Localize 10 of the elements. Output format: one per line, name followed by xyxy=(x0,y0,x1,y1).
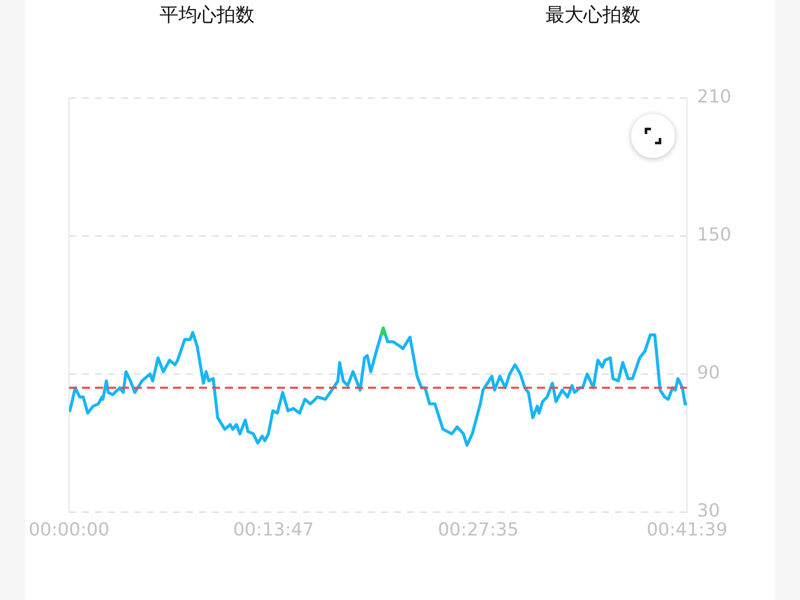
text: 平均心拍数 xyxy=(160,3,254,28)
y-tick-label: 30 xyxy=(697,500,720,522)
x-tick-label: 00:41:39 xyxy=(646,519,728,540)
x-tick-label: 00:00:00 xyxy=(28,519,110,540)
y-tick-label: 210 xyxy=(697,86,732,108)
y-tick-label: 150 xyxy=(697,224,732,246)
y-tick-label: 90 xyxy=(697,362,720,384)
x-tick-label: 00:27:35 xyxy=(438,519,519,540)
text: 最大心拍数 xyxy=(546,3,640,28)
x-tick-label: 00:13:47 xyxy=(233,519,314,540)
